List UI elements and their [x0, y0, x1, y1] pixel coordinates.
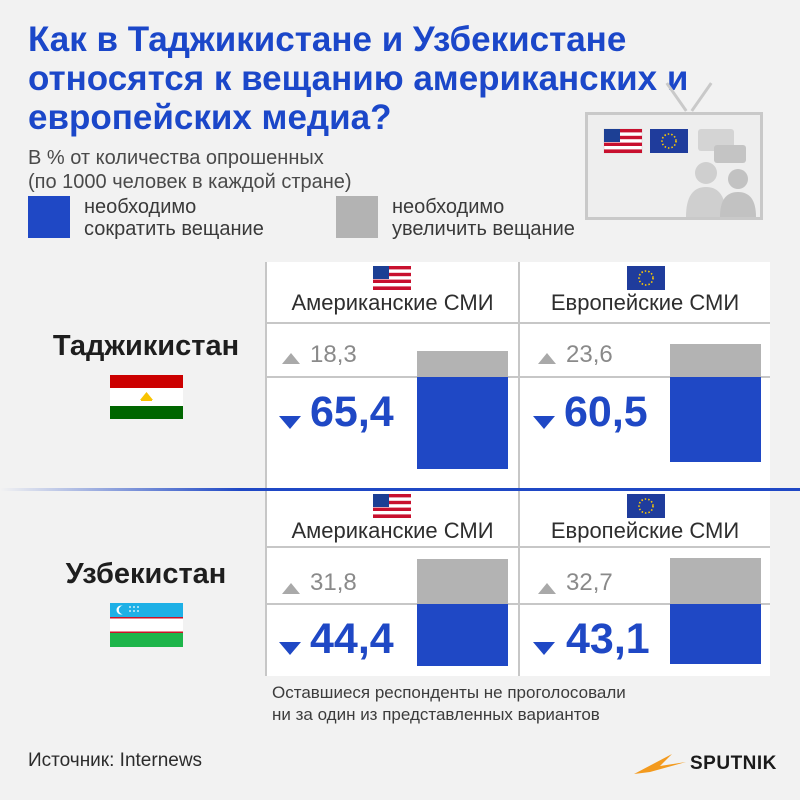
value-increase-tj-us: 18,3 — [310, 341, 357, 368]
legend-label-decrease: необходимо сократить вещание — [84, 196, 264, 240]
country-label-uz: Узбекистан — [65, 558, 227, 590]
source-label: Источник: Internews — [28, 750, 203, 771]
increase-arrow-icon — [282, 353, 300, 364]
media-label-eu: Европейские СМИ — [550, 518, 740, 543]
us-flag-icon — [373, 494, 411, 518]
sputnik-logo-icon — [634, 754, 686, 774]
decrease-arrow-icon — [279, 642, 301, 655]
value-decrease-uz-eu: 43,1 — [566, 615, 650, 663]
chart-title: Как в Таджикистане и Узбекистане относят… — [28, 20, 689, 137]
tajikistan-flag-icon — [110, 375, 183, 419]
bar-increase-uz-us — [417, 559, 508, 604]
us-flag-icon — [603, 128, 643, 154]
bar-decrease-uz-eu — [670, 604, 761, 665]
media-label-us: Американские СМИ — [291, 290, 494, 315]
decrease-arrow-icon — [533, 416, 555, 429]
media-label-us: Американские СМИ — [291, 518, 494, 543]
eu-flag-icon — [627, 266, 665, 290]
value-increase-uz-eu: 32,7 — [566, 569, 613, 596]
value-decrease-uz-us: 44,4 — [310, 615, 394, 663]
tv-illustration-icon — [585, 112, 763, 220]
country-separator — [0, 488, 800, 491]
legend-swatch-decrease — [28, 196, 70, 238]
divider — [265, 603, 770, 605]
legend-swatch-increase — [336, 196, 378, 238]
bar-increase-tj-eu — [670, 343, 761, 377]
country-label-tj: Таджикистан — [52, 330, 240, 362]
subtitle-line: В % от количества опрошенных — [28, 147, 324, 169]
increase-arrow-icon — [282, 583, 300, 594]
divider — [518, 262, 520, 676]
bar-decrease-tj-us — [417, 377, 508, 469]
eu-flag-icon — [650, 129, 688, 153]
value-increase-uz-us: 31,8 — [310, 569, 357, 596]
decrease-arrow-icon — [533, 642, 555, 655]
bar-increase-uz-eu — [670, 558, 761, 604]
chart-subtitle: В % от количества опрошенных (по 1000 че… — [28, 146, 352, 194]
uzbekistan-flag-icon — [110, 603, 183, 647]
bar-increase-tj-us — [417, 351, 508, 377]
increase-arrow-icon — [538, 583, 556, 594]
bar-decrease-tj-eu — [670, 377, 761, 462]
value-decrease-tj-eu: 60,5 — [564, 388, 648, 436]
bar-decrease-uz-us — [417, 604, 508, 667]
media-label-eu: Европейские СМИ — [550, 290, 740, 315]
value-increase-tj-eu: 23,6 — [566, 341, 613, 368]
footnote: Оставшиеся респонденты не проголосовали н… — [272, 683, 626, 724]
divider — [265, 322, 770, 324]
divider — [265, 546, 770, 548]
eu-flag-icon — [627, 494, 665, 518]
brand-logo-text: SPUTNIK — [690, 753, 777, 774]
decrease-arrow-icon — [279, 416, 301, 429]
divider — [265, 376, 770, 378]
value-decrease-tj-us: 65,4 — [310, 388, 394, 436]
increase-arrow-icon — [538, 353, 556, 364]
tv-screen-icon — [603, 128, 756, 217]
us-flag-icon — [373, 266, 411, 290]
subtitle-line: (по 1000 человек в каждой стране) — [28, 171, 352, 193]
legend-label-increase: необходимо увеличить вещание — [392, 196, 575, 240]
divider — [265, 262, 267, 676]
